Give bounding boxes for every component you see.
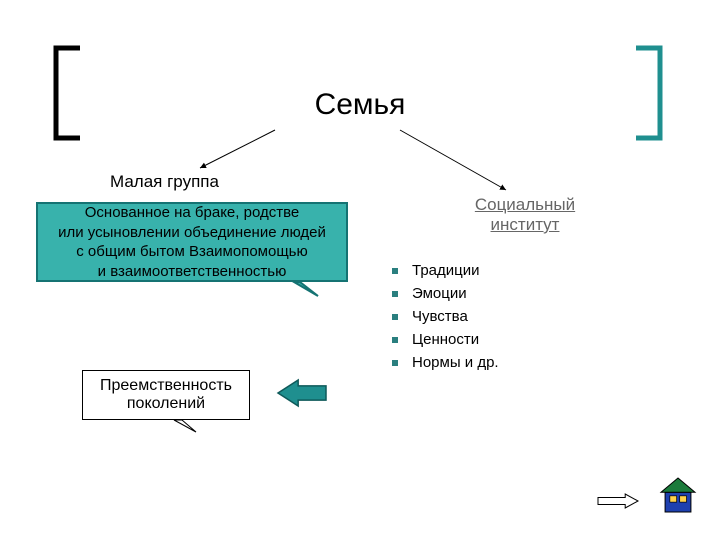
link-social-institute[interactable]: Социальный институт bbox=[460, 195, 590, 235]
home-icon[interactable] bbox=[0, 0, 1, 1]
page-title: Семья bbox=[0, 88, 720, 122]
bullet-icon bbox=[392, 360, 398, 366]
link-line1: Социальный bbox=[475, 195, 575, 214]
list-item: Чувства bbox=[392, 308, 499, 325]
bullet-label: Эмоции bbox=[412, 285, 467, 302]
callout-line: поколений bbox=[83, 395, 249, 413]
bullet-label: Чувства bbox=[412, 308, 468, 325]
bullet-label: Традиции bbox=[412, 262, 480, 279]
callout-line: и взаимоответственностью bbox=[38, 262, 346, 282]
bullet-label: Ценности bbox=[412, 331, 479, 348]
callout-succession: Преемственностьпоколений bbox=[82, 370, 250, 420]
callout-definition: Основанное на браке, родствеили усыновле… bbox=[36, 202, 348, 282]
list-item: Эмоции bbox=[392, 285, 499, 302]
list-item: Традиции bbox=[392, 262, 499, 279]
bullet-icon bbox=[392, 291, 398, 297]
callout-line: Преемственность bbox=[83, 377, 249, 395]
list-item: Ценности bbox=[392, 331, 499, 348]
bullet-icon bbox=[392, 337, 398, 343]
callout-line: Основанное на браке, родстве bbox=[38, 203, 346, 223]
callout-line: с общим бытом Взаимопомощью bbox=[38, 242, 346, 262]
bullet-list: Традиции Эмоции Чувства Ценности Нормы и др. bbox=[392, 262, 499, 377]
list-item: Нормы и др. bbox=[392, 354, 499, 371]
subtitle-small-group: Малая группа bbox=[110, 172, 219, 192]
bullet-label: Нормы и др. bbox=[412, 354, 499, 371]
bullet-icon bbox=[392, 268, 398, 274]
bullet-icon bbox=[392, 314, 398, 320]
link-line2: институт bbox=[491, 215, 560, 234]
callout-line: или усыновлении объединение людей bbox=[38, 223, 346, 243]
